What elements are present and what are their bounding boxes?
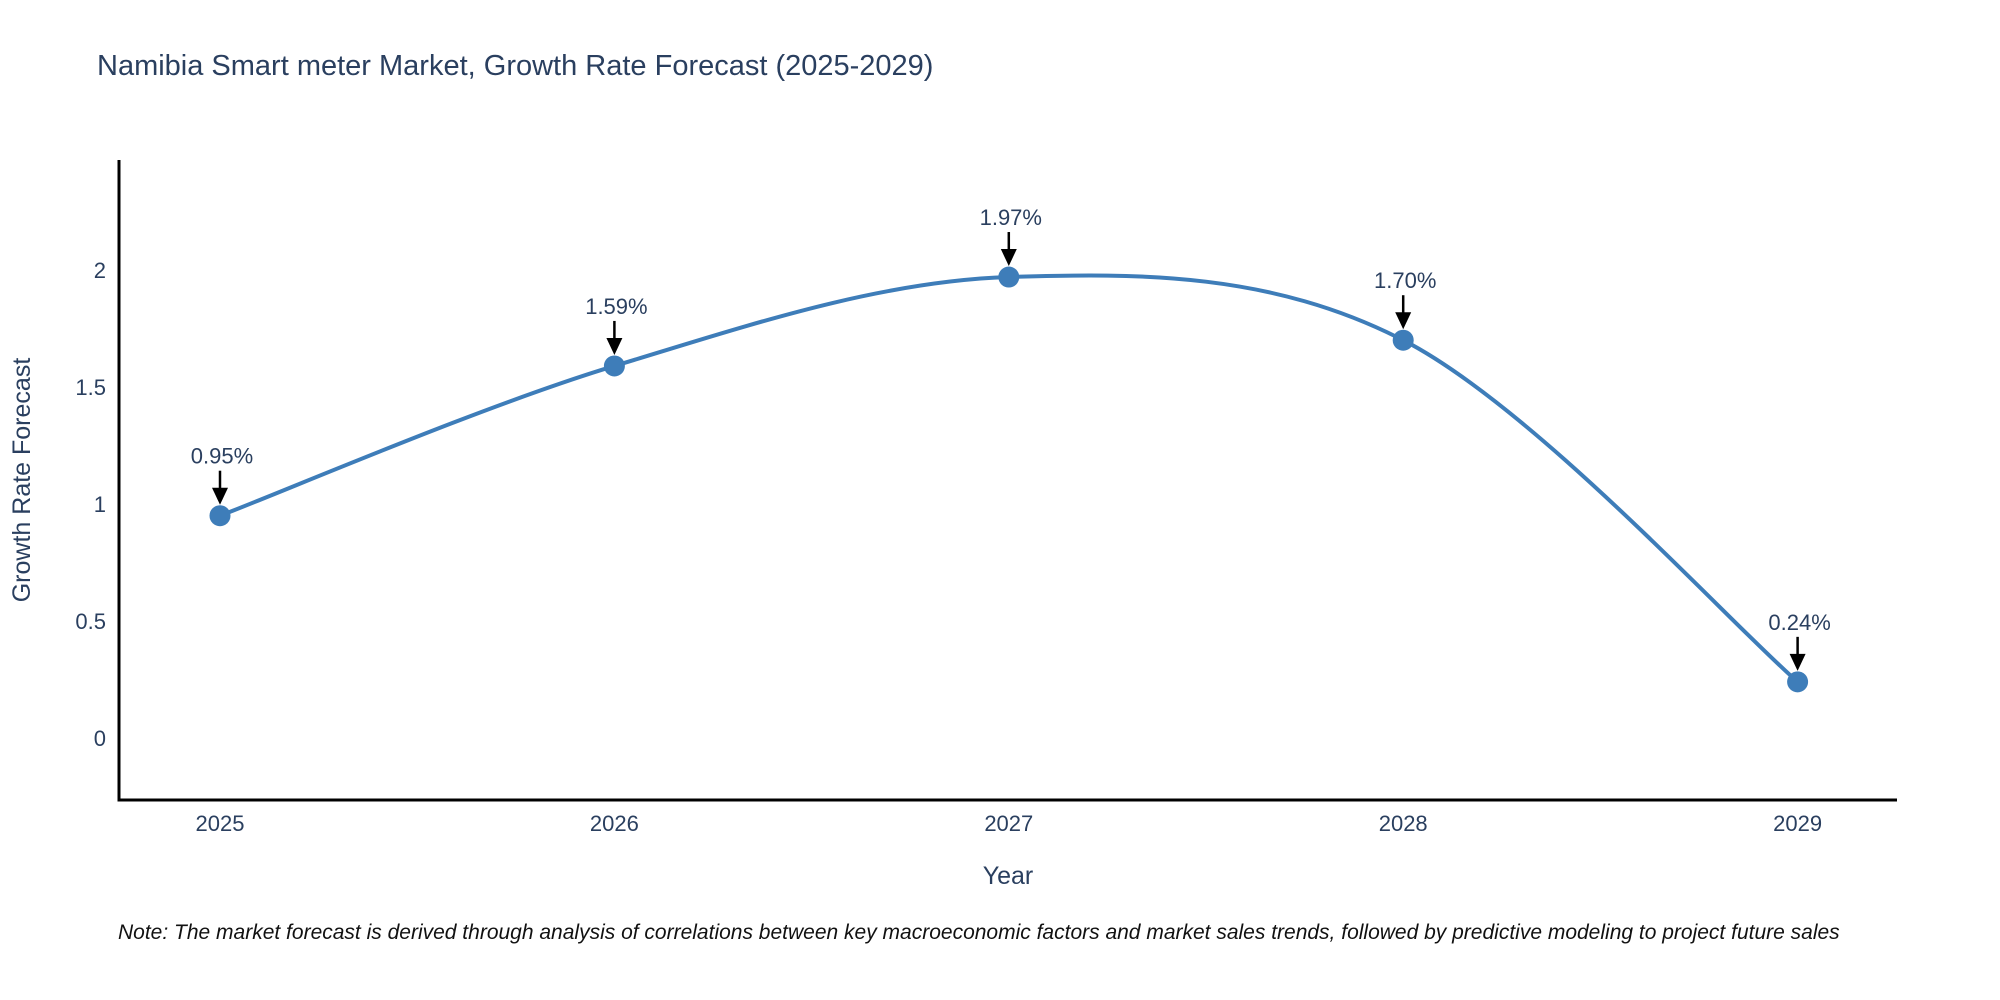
x-tick-label: 2026 xyxy=(590,811,639,836)
annotation-arrowhead xyxy=(606,337,623,355)
x-tick-label: 2028 xyxy=(1379,811,1428,836)
x-axis-title: Year xyxy=(983,862,1034,890)
annotation-label: 1.70% xyxy=(1374,268,1436,293)
data-point-marker-2027[interactable] xyxy=(998,266,1020,288)
data-point-marker-2028[interactable] xyxy=(1392,329,1414,351)
x-tick-label: 2025 xyxy=(196,811,245,836)
annotation-label: 1.97% xyxy=(980,205,1042,230)
annotation-label: 0.24% xyxy=(1768,610,1830,635)
y-tick-label: 1.5 xyxy=(75,375,106,400)
annotation-label: 0.95% xyxy=(191,444,253,469)
chart-title: Namibia Smart meter Market, Growth Rate … xyxy=(97,50,934,82)
y-axis-title: Growth Rate Forecast xyxy=(8,358,36,603)
x-tick-label: 2029 xyxy=(1773,811,1822,836)
trend-line xyxy=(219,273,1799,684)
data-point-marker-2025[interactable] xyxy=(209,505,231,527)
data-point-marker-2026[interactable] xyxy=(603,355,625,377)
annotation-arrowhead xyxy=(212,487,228,505)
y-tick-label: 2 xyxy=(94,258,106,283)
x-tick-label: 2027 xyxy=(984,811,1033,836)
data-point-marker-2029[interactable] xyxy=(1787,671,1809,693)
y-tick-label: 0.5 xyxy=(75,609,106,634)
annotation-arrowhead xyxy=(1395,312,1412,330)
annotation-label: 1.59% xyxy=(585,294,647,319)
y-tick-label: 1 xyxy=(94,492,106,517)
y-tick-label: 0 xyxy=(94,726,106,751)
footnote: Note: The market forecast is derived thr… xyxy=(118,921,1840,944)
annotation-arrowhead xyxy=(1789,653,1806,671)
annotation-arrowhead xyxy=(1000,249,1017,267)
